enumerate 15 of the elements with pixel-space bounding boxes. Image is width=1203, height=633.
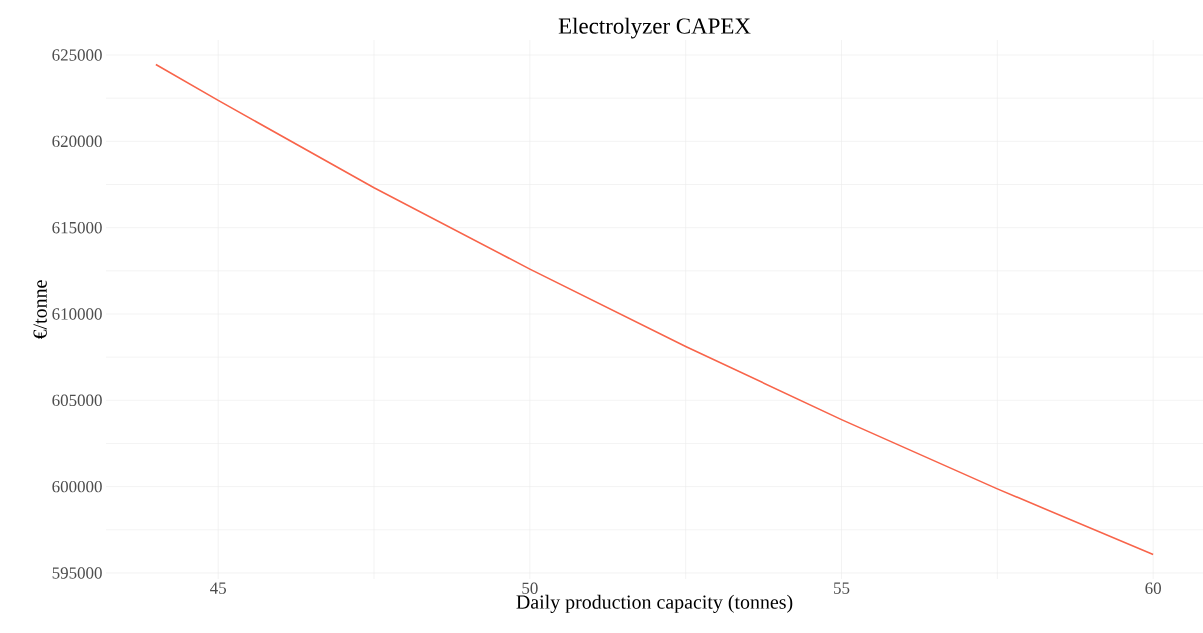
line-series — [155, 63, 1154, 556]
x-tick-label: 45 — [210, 582, 227, 594]
y-tick-label: 620000 — [52, 135, 102, 148]
y-tick-label: 600000 — [52, 480, 102, 493]
y-tick-label: 610000 — [52, 308, 102, 320]
x-axis-title: Daily production capacity (tonnes) — [516, 594, 793, 613]
chart-title: Electrolyzer CAPEX — [558, 17, 751, 39]
x-tick-label: 50 — [522, 582, 538, 594]
x-tick-label: 55 — [834, 582, 850, 594]
y-tick-label: 625000 — [52, 49, 102, 61]
y-tick-label: 595000 — [52, 567, 102, 579]
y-axis-title: €/tonne — [33, 280, 47, 340]
y-tick-label: 605000 — [52, 394, 102, 407]
x-tick-label: 60 — [1145, 582, 1161, 594]
y-tick-label: 615000 — [52, 221, 102, 234]
